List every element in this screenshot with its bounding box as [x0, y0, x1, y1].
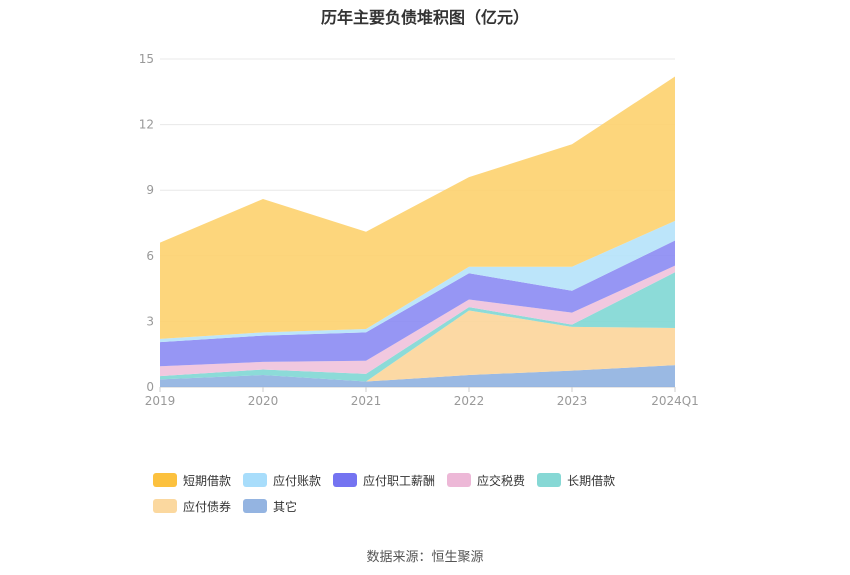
y-tick-label: 9: [146, 183, 154, 197]
data-source: 数据来源：恒生聚源: [366, 550, 484, 565]
legend-swatch: [153, 499, 177, 513]
legend-swatch: [243, 473, 268, 487]
legend-item[interactable]: 应付债券: [153, 497, 231, 515]
y-tick-label: 6: [146, 249, 154, 263]
legend-label: 应付债券: [183, 499, 232, 514]
legend-item[interactable]: 应付职工薪酬: [333, 471, 435, 489]
legend-label: 应付职工薪酬: [363, 473, 436, 488]
area-series-应付职工薪酬[interactable]: [160, 240, 675, 367]
legend-item[interactable]: 其它: [243, 497, 297, 515]
legend-label: 短期借款: [183, 473, 232, 488]
legend-swatch: [333, 473, 358, 487]
x-tick-label: 2021: [351, 394, 382, 408]
legend-item[interactable]: 应付账款: [243, 471, 321, 489]
legend: 短期借款 应付账款 应付职工薪酬 应交税费 长期借款应付债券 其它: [153, 471, 713, 523]
legend-swatch: [243, 499, 268, 513]
area-series-其它[interactable]: [160, 365, 675, 387]
legend-swatch: [447, 473, 472, 487]
legend-item[interactable]: 短期借款: [153, 471, 231, 489]
y-tick-label: 0: [146, 380, 154, 394]
area-series-长期借款[interactable]: [160, 272, 675, 382]
chart-title: 历年主要负债堆积图（亿元）: [320, 8, 529, 27]
x-tick-label: 2023: [557, 394, 588, 408]
area-series-应付账款[interactable]: [160, 220, 675, 343]
legend-label: 长期借款: [567, 473, 616, 488]
legend-item[interactable]: 应交税费: [447, 471, 525, 489]
y-tick-label: 15: [139, 52, 154, 66]
legend-label: 应付账款: [273, 473, 322, 488]
x-tick-label: 2024Q1: [651, 394, 699, 408]
area-series-应交税费[interactable]: [160, 265, 675, 377]
legend-label: 其它: [273, 499, 298, 514]
y-tick-label: 3: [146, 314, 154, 328]
x-tick-label: 2019: [145, 394, 176, 408]
x-tick-label: 2020: [248, 394, 279, 408]
legend-swatch: [153, 473, 177, 487]
area-series-短期借款[interactable]: [160, 76, 675, 339]
legend-swatch: [537, 473, 562, 487]
x-tick-label: 2022: [454, 394, 485, 408]
legend-label: 应交税费: [477, 473, 526, 488]
legend-item[interactable]: 长期借款: [537, 471, 615, 489]
y-tick-label: 12: [139, 118, 154, 132]
